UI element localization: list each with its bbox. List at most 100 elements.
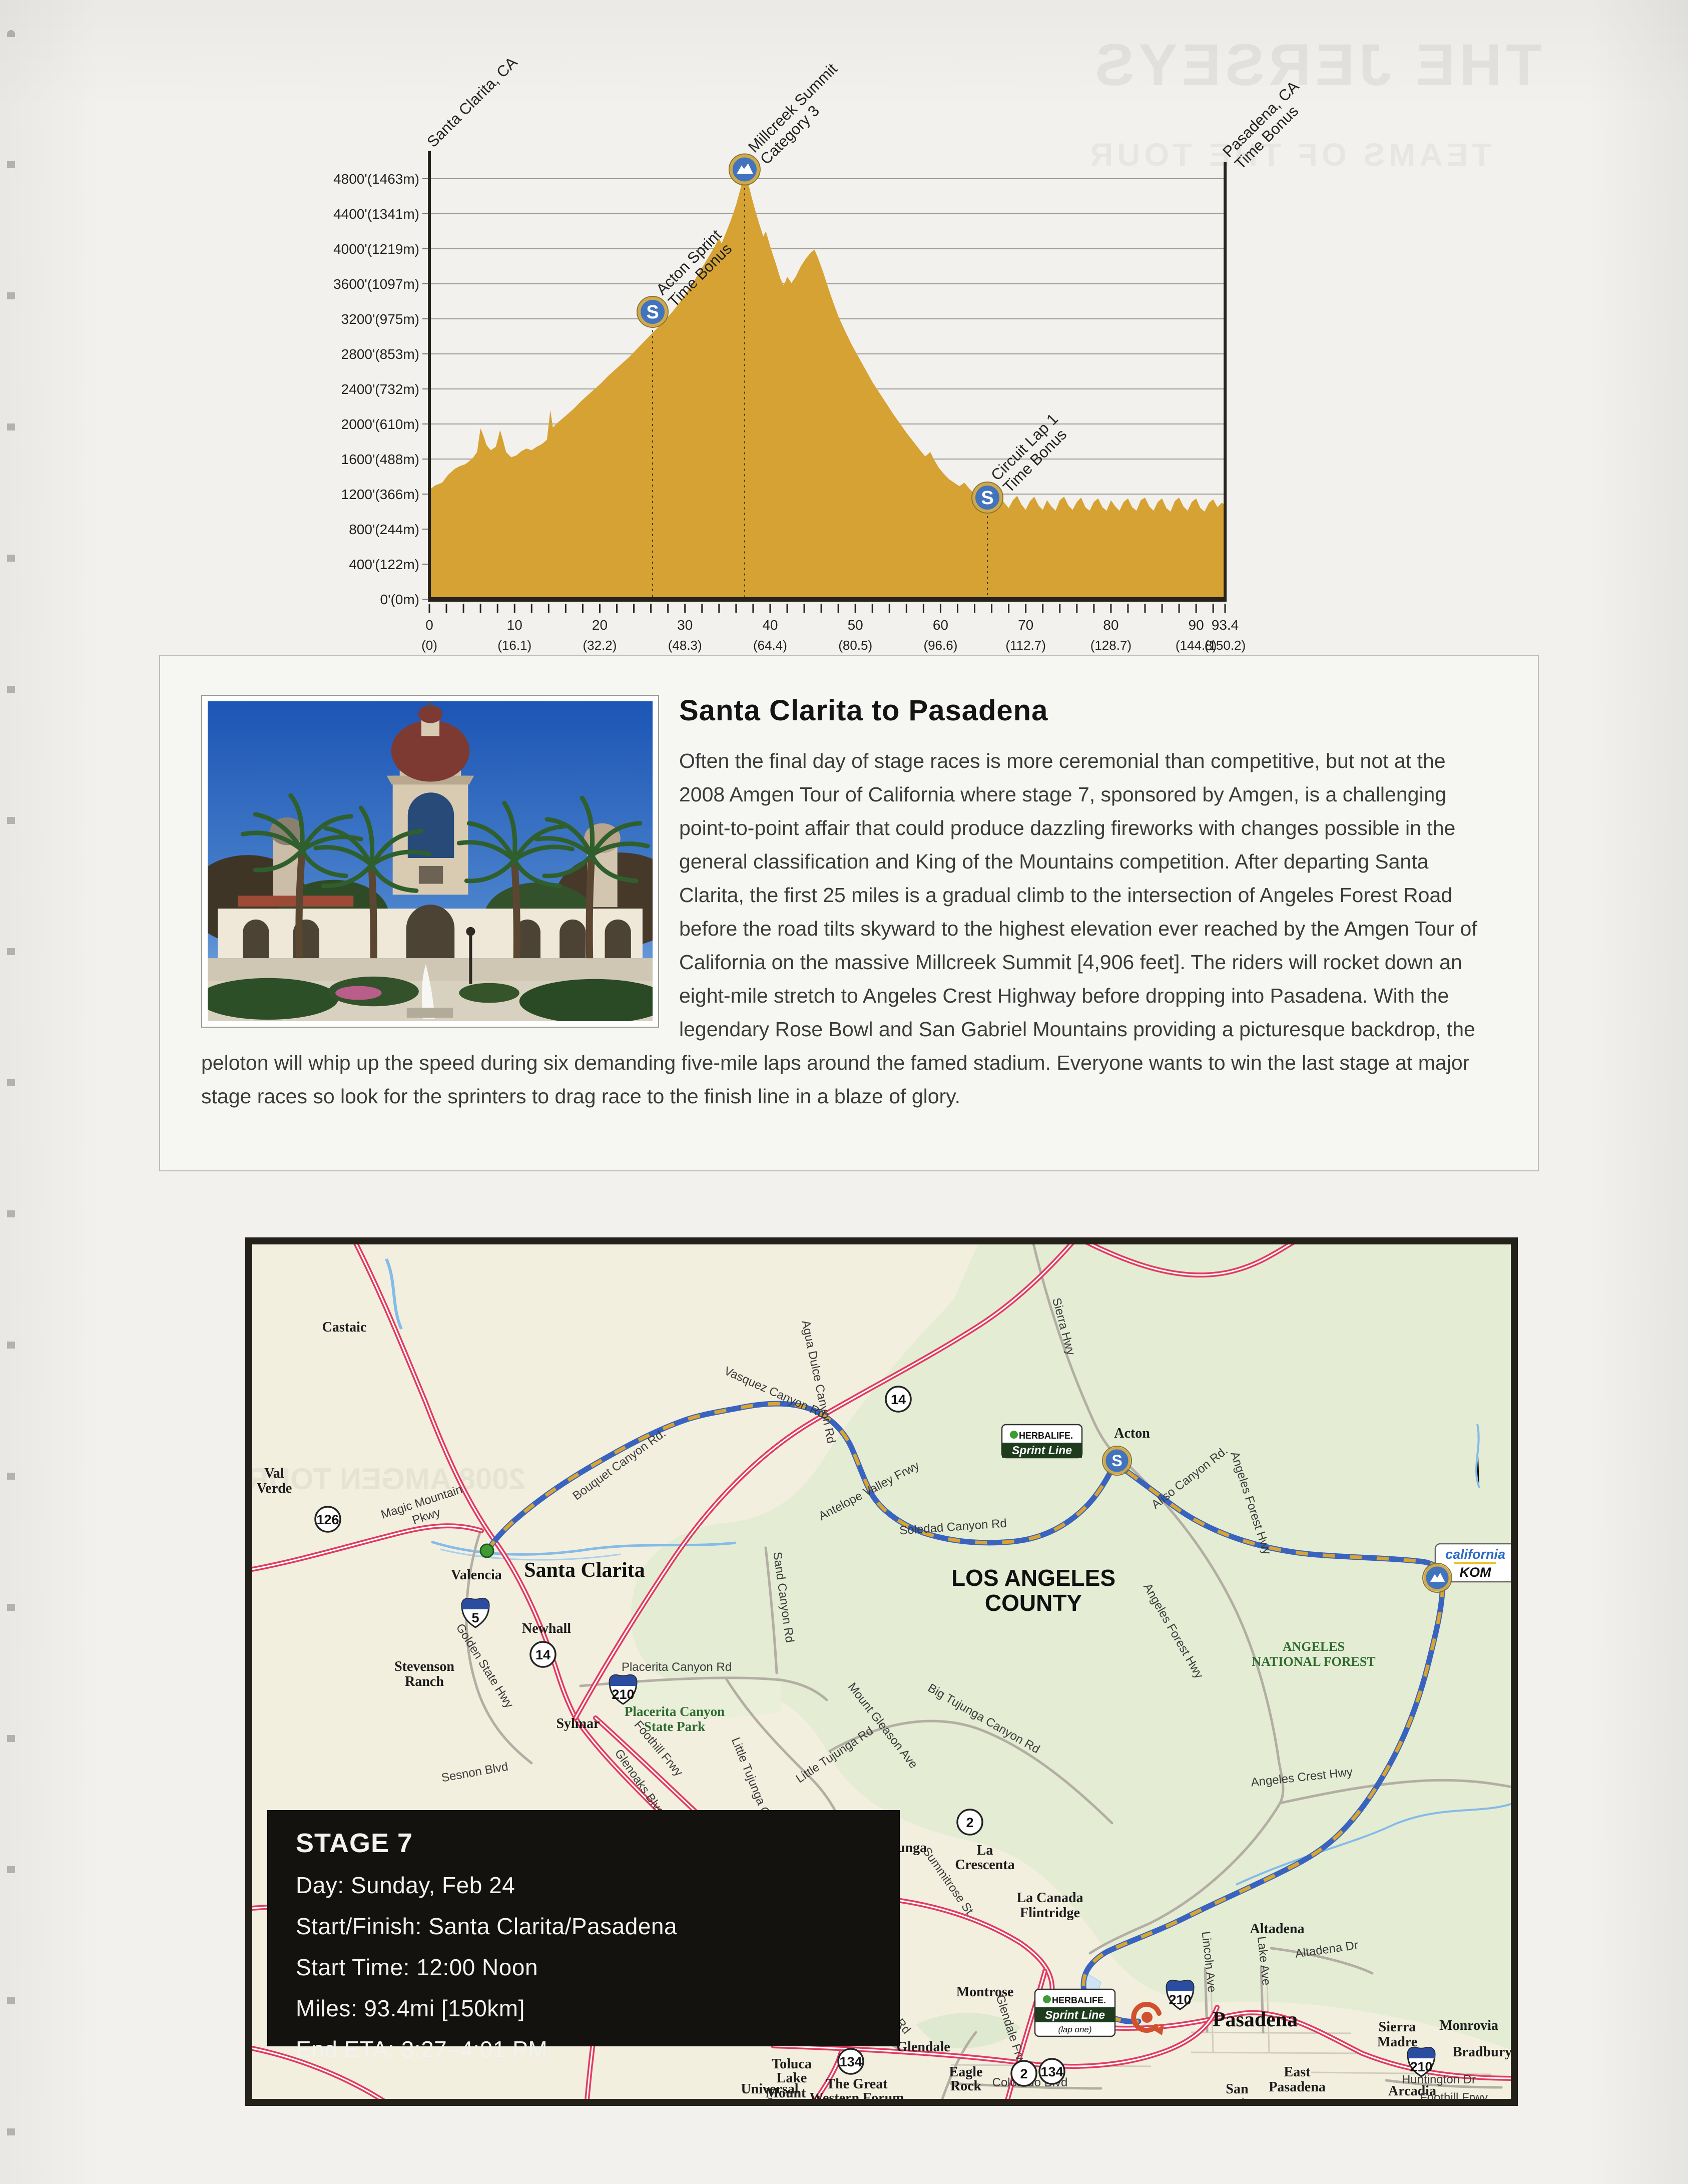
shield-circle [885, 1386, 912, 1413]
shield-circle [1038, 2058, 1065, 2085]
ring [1422, 1563, 1452, 1593]
y-tick-label: 800'(244m) [349, 522, 419, 537]
marker-circle [638, 297, 668, 327]
badge-top-text: HERBALIFE. [1052, 1995, 1106, 2005]
shield-circle [1010, 2060, 1037, 2087]
badge-underline [1454, 1562, 1496, 1564]
minor-road [1128, 1464, 1285, 1805]
interstate-shield: 210 [1407, 2046, 1436, 2077]
x-tick-label-km: (128.7) [1090, 638, 1132, 653]
map-label: Montrose [956, 1984, 1014, 2000]
minor-road [949, 2082, 1102, 2090]
y-tick-label: 3600'(1097m) [333, 276, 419, 292]
map-label: Eagle Rock [949, 2064, 983, 2094]
pasadena-city-hall-photo [201, 695, 659, 1028]
city-street [1191, 2051, 1362, 2054]
map-label: La Crescenta [955, 1843, 1014, 1873]
map-label: Glendale [896, 2039, 950, 2055]
circuit-lap-1-label: Circuit Lap 1Time Bonus [987, 410, 1073, 496]
sprint-line-lap-one: HERBALIFE. Sprint Line (lap one) [1034, 1988, 1116, 2037]
x-tick-label-km: (144.8) [1176, 638, 1217, 653]
x-tick-label-km: (48.3) [668, 638, 702, 653]
map-label: Sylmar [556, 1716, 600, 1731]
shield-crown [1408, 2047, 1435, 2058]
stage-article: Santa Clarita to Pasadena Often the fina… [159, 655, 1539, 1171]
sprint-icon: S [981, 488, 993, 509]
article-title: Santa Clarita to Pasadena [679, 694, 1048, 727]
x-tick-label-miles: 20 [592, 617, 608, 633]
route-shield: 134 [1038, 2058, 1065, 2085]
x-tick-label-miles: 93.4 [1212, 617, 1239, 633]
y-tick-label: 2400'(732m) [341, 381, 419, 397]
herbalife-leaf-icon [1010, 1431, 1018, 1439]
y-tick-label: 1600'(488m) [341, 452, 419, 467]
stage-info-eta: End ETA: 3:27–4:01 PM [296, 2036, 548, 2062]
stage-info-day: Day: Sunday, Feb 24 [296, 1872, 515, 1898]
x-tick-label-miles: 60 [933, 617, 948, 633]
interstate-shield: 5 [461, 1597, 490, 1628]
y-tick-label: 4400'(1341m) [333, 206, 419, 222]
bleed-through-text: 2008 AMGEN TOUR [247, 1462, 525, 1496]
kom-badge: california KOM [1434, 1543, 1511, 1583]
x-tick-label-km: (150.2) [1205, 638, 1246, 653]
minor-road [1385, 2079, 1503, 2089]
binding-marks [7, 30, 15, 2152]
minor-road [1032, 1244, 1123, 1462]
minor-road [764, 1546, 778, 1674]
sprint-s: S [1102, 1446, 1132, 1476]
x-tick-label-km: (16.1) [497, 638, 531, 653]
shield-number: 2 [1020, 2066, 1027, 2081]
x-tick-label-km: (32.2) [583, 638, 617, 653]
elevation-profile-area [429, 169, 1225, 599]
verdugo-hills-area [916, 2013, 1021, 2048]
minor-road [1270, 1947, 1374, 1975]
map-label: Newhall [522, 1621, 571, 1636]
badge-top-text: HERBALIFE. [1019, 1431, 1073, 1441]
ring [1102, 1446, 1132, 1476]
shield-number: 126 [316, 1512, 339, 1527]
circle [1103, 1447, 1131, 1475]
shield-crown [610, 1675, 637, 1686]
map-label: San Marino [1215, 2081, 1260, 2106]
minor-road [1279, 1779, 1511, 1805]
x-tick-label-km: (112.7) [1005, 638, 1045, 653]
map-label: Mount Olympus [759, 2085, 813, 2106]
map-label: Arcadia [1388, 2083, 1436, 2099]
river-braid [440, 1548, 621, 1561]
map-label: Pasadena [1213, 2008, 1298, 2031]
y-tick-label: 2000'(610m) [341, 416, 419, 432]
placerita-park-area [621, 1677, 781, 1719]
race-route-dashes [485, 1402, 1444, 2024]
x-tick-label-miles: 50 [848, 617, 863, 633]
map-label: Universal City [741, 2081, 798, 2106]
interstate-shield: 210 [1166, 1979, 1195, 2010]
kom-mountain-icon [736, 163, 753, 174]
x-tick-label-miles: 10 [507, 617, 522, 633]
sprint-icon: S [646, 302, 659, 323]
x-tick-label-miles: 90 [1189, 617, 1204, 633]
map-label: Bradbury [1453, 2044, 1512, 2060]
x-tick-label-km: (80.5) [838, 638, 872, 653]
minor-road [465, 1529, 533, 1765]
route-shield: 2 [1010, 2060, 1037, 2087]
badge-bottom-text: KOM [1460, 1565, 1492, 1580]
badge-extra-text: (lap one) [1058, 2025, 1091, 2034]
map-label: La Canada Flintridge [1016, 1890, 1083, 1921]
freeway-median [252, 2047, 382, 2099]
finish-dot [1142, 2012, 1153, 2023]
map-label: Santa Clarita [524, 1559, 645, 1582]
finish-arrow-arc [1131, 2002, 1162, 2033]
y-tick-label: 0'(0m) [380, 592, 419, 607]
freeway-median [575, 1244, 1072, 1719]
map-label: Monrovia [1439, 2018, 1498, 2033]
map-label: Sierra Madre [1377, 2019, 1417, 2050]
x-tick-label-miles: 70 [1018, 617, 1033, 633]
map-label: Foothill Frwy [1420, 2091, 1488, 2104]
stage-info-startfinish: Start/Finish: Santa Clarita/Pasadena [296, 1913, 678, 1939]
start-city-label: Santa Clarita, CA [423, 54, 520, 151]
shield-number: 210 [612, 1687, 634, 1702]
map-label: Placerita Canyon State Park [625, 1704, 725, 1734]
y-tick-label: 4000'(1219m) [333, 241, 419, 257]
shield-circle [837, 2048, 864, 2075]
